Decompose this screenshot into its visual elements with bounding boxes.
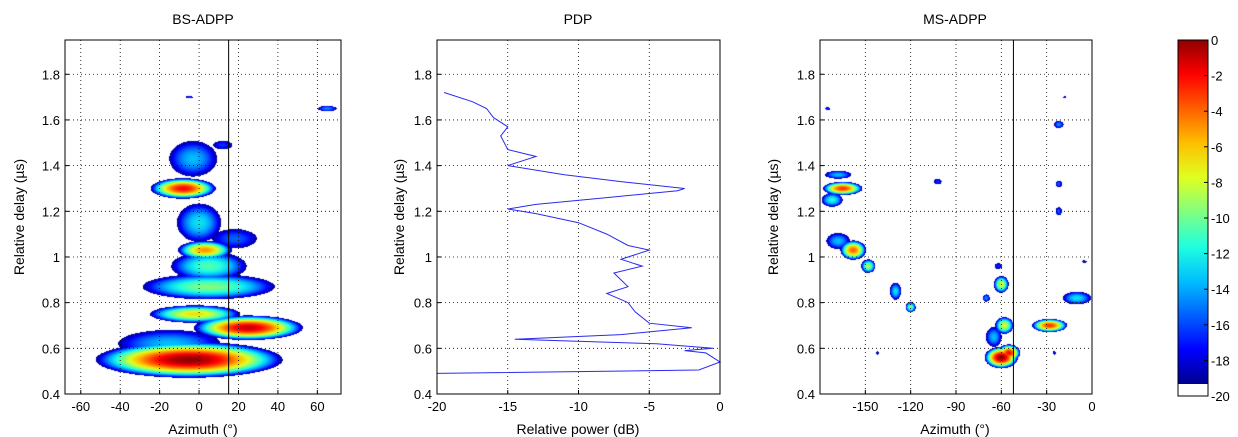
y-tick-label: 1.6 <box>797 113 815 128</box>
colorbar-gradient <box>1178 40 1208 384</box>
x-tick-label: -90 <box>947 399 966 414</box>
panel-title: BS-ADPP <box>172 11 233 27</box>
y-tick-label: 0.4 <box>42 387 60 402</box>
y-tick-label: 1.4 <box>414 159 432 174</box>
pdp-series-line <box>436 92 722 374</box>
colorbar-tick-label: 0 <box>1211 33 1218 48</box>
x-tick-label: 60 <box>310 399 324 414</box>
y-tick-label: 1.2 <box>797 204 815 219</box>
x-ticks: -20 -15 -10 -5 0 <box>428 390 724 414</box>
x-tick-label: 0 <box>195 399 202 414</box>
y-tick-label: 0.8 <box>797 296 815 311</box>
colorbar-tick-label: -6 <box>1211 140 1223 155</box>
x-tick-label: -30 <box>1037 399 1056 414</box>
panel-bs-adpp: BS-ADPP -60 -40 -20 0 20 40 60 0.4 0.6 0.8 1 1.2 1.… <box>11 11 342 437</box>
x-axis-label: Azimuth (°) <box>920 421 989 437</box>
grid <box>65 40 341 394</box>
x-axis-label: Relative power (dB) <box>517 421 640 437</box>
colorbar-tick-label: -18 <box>1211 353 1230 368</box>
x-ticks: -150 -120 -90 -60 -30 0 <box>852 390 1096 414</box>
y-tick-label: 1.8 <box>414 67 432 82</box>
x-tick-label: -5 <box>643 399 655 414</box>
colorbar-tick-label: -10 <box>1211 211 1230 226</box>
y-tick-label: 0.8 <box>414 296 432 311</box>
y-tick-label: 1.4 <box>797 159 815 174</box>
x-tick-label: -20 <box>428 399 447 414</box>
heatmap-image <box>65 40 341 394</box>
y-tick-label: 1 <box>425 250 432 265</box>
x-tick-label: -10 <box>569 399 588 414</box>
colorbar-tick-label: -4 <box>1211 104 1223 119</box>
y-tick-label: 1.2 <box>414 204 432 219</box>
y-tick-label: 1.6 <box>414 113 432 128</box>
x-tick-label: -15 <box>498 399 517 414</box>
x-axis-label: Azimuth (°) <box>168 421 237 437</box>
y-tick-label: 1.2 <box>42 204 60 219</box>
y-tick-label: 0.4 <box>414 387 432 402</box>
colorbar-tick-label: -14 <box>1211 282 1230 297</box>
grid <box>820 40 1092 394</box>
y-tick-label: 0.6 <box>414 341 432 356</box>
y-axis-label: Relative delay (µs) <box>11 159 27 275</box>
panel-title: MS-ADPP <box>923 11 987 27</box>
y-tick-label: 1.6 <box>42 113 60 128</box>
plot-frame <box>64 39 342 395</box>
x-tick-label: -60 <box>992 399 1011 414</box>
y-ticks: 0.4 0.6 0.8 1 1.2 1.4 1.6 1.8 <box>42 67 69 402</box>
y-tick-label: 1 <box>808 250 815 265</box>
x-tick-label: 0 <box>716 399 723 414</box>
y-axis-label: Relative delay (µs) <box>765 159 781 275</box>
x-tick-label: -20 <box>150 399 169 414</box>
y-tick-label: 1.4 <box>42 159 60 174</box>
x-tick-label: -60 <box>71 399 90 414</box>
x-tick-label: 40 <box>271 399 285 414</box>
colorbar: 0 -2 -4 -6 -8 -10 -12 -14 -16 -18 -20 <box>1177 33 1230 404</box>
colorbar-tick-label: -16 <box>1211 318 1230 333</box>
grid <box>437 40 720 394</box>
y-tick-label: 0.6 <box>42 341 60 356</box>
colorbar-tick-label: -20 <box>1211 389 1230 404</box>
colorbar-tick-label: -8 <box>1211 175 1223 190</box>
panel-title: PDP <box>564 11 593 27</box>
y-ticks: 0.4 0.6 0.8 1 1.2 1.4 1.6 1.8 <box>797 67 824 402</box>
colorbar-ticks: 0 -2 -4 -6 -8 -10 -12 -14 -16 -18 -20 <box>1204 33 1230 404</box>
y-ticks: 0.4 0.6 0.8 1 1.2 1.4 1.6 1.8 <box>414 67 441 402</box>
y-tick-label: 1 <box>53 250 60 265</box>
panel-ms-adpp: MS-ADPP -150 -120 -90 -60 -30 0 0.4 0.6 0.8 1 1.2… <box>765 11 1096 437</box>
x-tick-label: -150 <box>852 399 878 414</box>
x-tick-label: 20 <box>231 399 245 414</box>
x-tick-label: -120 <box>898 399 924 414</box>
colorbar-tick-label: -12 <box>1211 247 1230 262</box>
colorbar-floor <box>1178 384 1208 396</box>
y-tick-label: 0.8 <box>42 296 60 311</box>
x-ticks: -60 -40 -20 0 20 40 60 <box>71 390 325 414</box>
x-tick-label: -40 <box>111 399 130 414</box>
y-axis-label: Relative delay (µs) <box>391 159 407 275</box>
x-tick-label: 0 <box>1088 399 1095 414</box>
y-tick-label: 1.8 <box>42 67 60 82</box>
y-tick-label: 0.6 <box>797 341 815 356</box>
y-tick-label: 1.8 <box>797 67 815 82</box>
panel-pdp: PDP -20 -15 -10 -5 0 0.40.60.811.21.41.61.8 … <box>391 11 724 437</box>
y-tick-label: 0.4 <box>797 387 815 402</box>
colorbar-tick-label: -2 <box>1211 69 1223 84</box>
